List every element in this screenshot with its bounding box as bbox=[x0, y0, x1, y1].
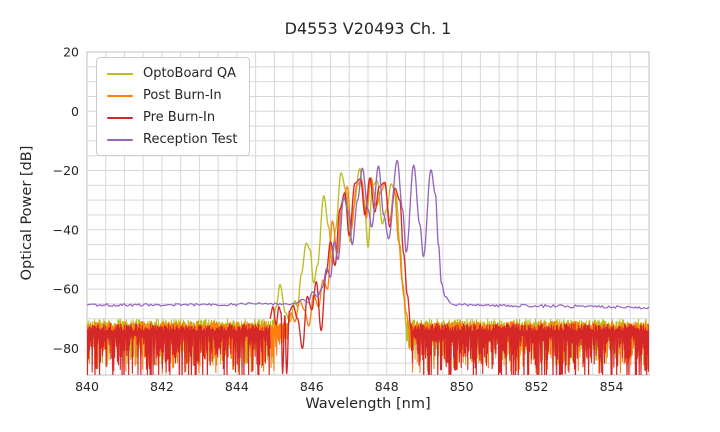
legend-item-pre-burn-in: Pre Burn-In bbox=[107, 109, 237, 126]
x-tick-label: 840 bbox=[75, 379, 99, 394]
x-tick-label: 850 bbox=[450, 379, 474, 394]
legend-line-icon bbox=[107, 72, 133, 75]
x-tick-label: 844 bbox=[225, 379, 249, 394]
legend-item-post-burn-in: Post Burn-In bbox=[107, 87, 237, 104]
y-tick-label: −80 bbox=[53, 341, 79, 356]
chart-title: D4553 V20493 Ch. 1 bbox=[284, 19, 452, 38]
x-tick-label: 854 bbox=[600, 379, 624, 394]
series-curve-reception-test-floor bbox=[451, 302, 649, 310]
series-curve-pre-burn-in bbox=[269, 177, 412, 375]
series-curve-pre-burn-in-noise bbox=[87, 323, 271, 375]
legend-label: Post Burn-In bbox=[143, 88, 222, 103]
x-tick-label: 842 bbox=[150, 379, 174, 394]
legend-item-reception-test: Reception Test bbox=[107, 131, 237, 148]
legend-item-optoboard-qa: OptoBoard QA bbox=[107, 65, 237, 82]
y-tick-label: −60 bbox=[53, 282, 79, 297]
series-curve-post-burn-in bbox=[286, 177, 410, 330]
y-tick-label: −20 bbox=[53, 163, 79, 178]
y-tick-label: 0 bbox=[71, 104, 79, 119]
legend-label: Reception Test bbox=[143, 132, 238, 147]
series-curve-optoboard-qa bbox=[271, 168, 407, 327]
series-curve-reception-test bbox=[294, 159, 452, 305]
plot-border bbox=[86, 51, 650, 376]
legend-label: OptoBoard QA bbox=[143, 66, 236, 81]
y-tick-label: −40 bbox=[53, 222, 79, 237]
x-tick-label: 846 bbox=[300, 379, 324, 394]
x-tick-label: 848 bbox=[375, 379, 399, 394]
legend-line-icon bbox=[107, 94, 133, 97]
series-curve-reception-test-floor bbox=[87, 302, 295, 307]
legend-line-icon bbox=[107, 138, 133, 141]
y-tick-label: 20 bbox=[63, 45, 79, 60]
series-curve-pre-burn-in-noise bbox=[410, 323, 649, 375]
x-axis-label: Wavelength [nm] bbox=[305, 396, 431, 412]
legend-line-icon bbox=[107, 116, 133, 119]
y-axis-label: Optical Power [dB] bbox=[19, 145, 35, 281]
legend-label: Pre Burn-In bbox=[143, 110, 216, 125]
x-tick-label: 852 bbox=[525, 379, 549, 394]
legend: OptoBoard QA Post Burn-In Pre Burn-In Re… bbox=[96, 57, 251, 156]
